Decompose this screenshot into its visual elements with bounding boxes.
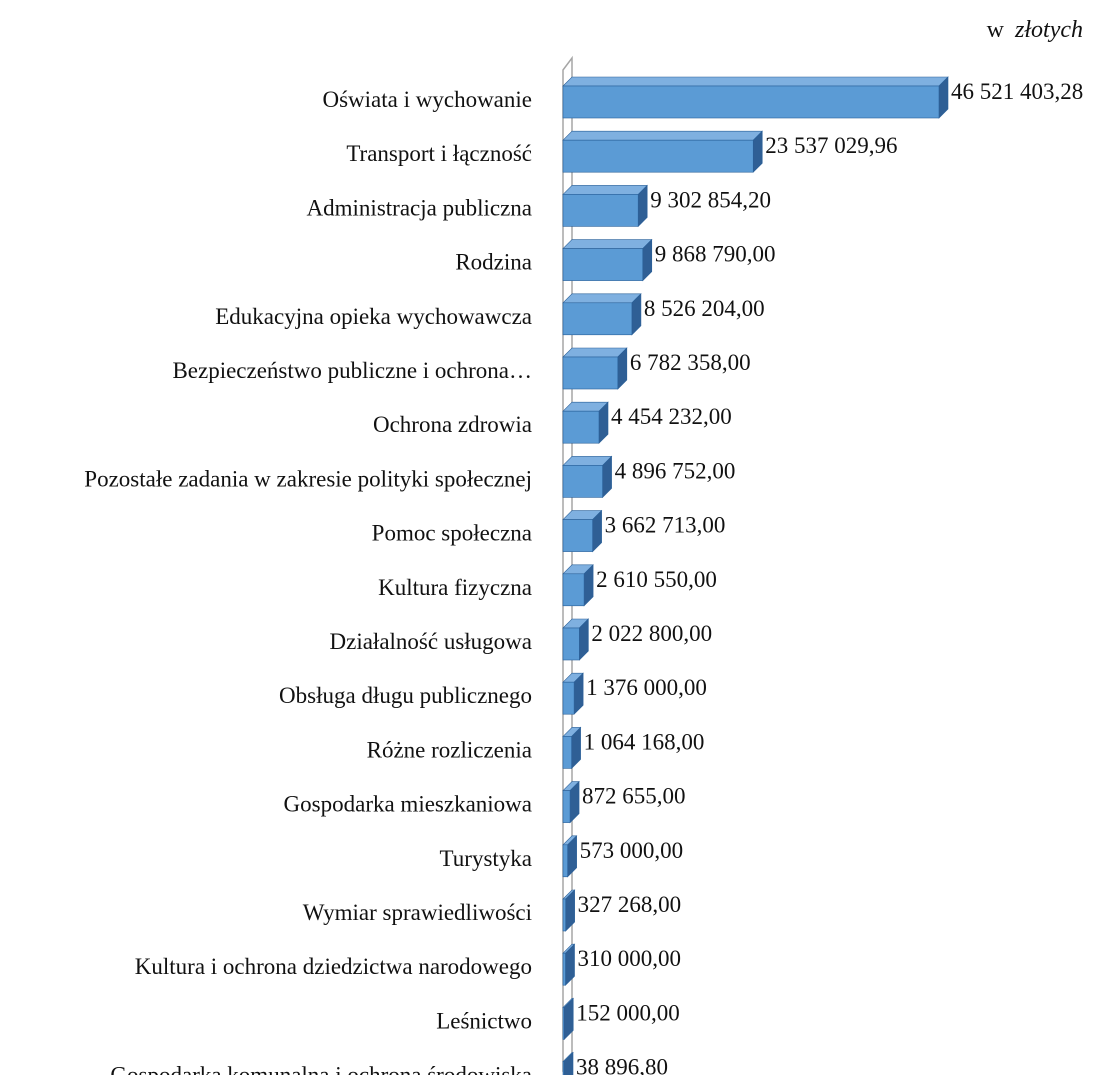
bar-front xyxy=(563,411,599,443)
bar xyxy=(563,185,647,226)
bar-front xyxy=(563,465,603,497)
category-label: Kultura fizyczna xyxy=(378,575,532,600)
category-label: Gospodarka komunalna i ochrona środowisk… xyxy=(110,1063,532,1075)
bar xyxy=(563,456,612,497)
bar xyxy=(563,511,602,552)
bar xyxy=(563,402,608,443)
bar-top xyxy=(563,240,652,249)
bar-front xyxy=(563,86,939,118)
category-label: Obsługa długu publicznego xyxy=(279,683,532,708)
value-label: 310 000,00 xyxy=(578,946,682,971)
value-label: 38 896,80 xyxy=(576,1055,668,1075)
category-label: Pomoc społeczna xyxy=(372,521,532,546)
bar-front xyxy=(563,1007,564,1039)
value-label: 3 662 713,00 xyxy=(605,513,726,538)
category-label: Wymiar sprawiedliwości xyxy=(303,900,532,925)
unit-note: w złotych xyxy=(987,17,1083,43)
category-label: Różne rozliczenia xyxy=(367,737,532,762)
bar-front xyxy=(563,194,638,226)
bar-front xyxy=(563,682,574,714)
bar-front xyxy=(563,1062,564,1075)
bar-top xyxy=(563,131,762,140)
value-label: 8 526 204,00 xyxy=(644,296,765,321)
value-label: 152 000,00 xyxy=(576,1000,680,1025)
value-label: 2 610 550,00 xyxy=(596,567,717,592)
category-label: Leśnictwo xyxy=(436,1008,532,1033)
category-label: Gospodarka mieszkaniowa xyxy=(284,792,532,817)
bar-front xyxy=(563,140,753,172)
bar xyxy=(563,727,581,768)
category-label: Oświata i wychowanie xyxy=(323,87,533,112)
category-label: Kultura i ochrona dziedzictwa narodowego xyxy=(135,954,532,979)
bar-front xyxy=(563,899,566,931)
bar xyxy=(563,673,583,714)
value-label: 1 064 168,00 xyxy=(584,729,705,754)
bar-front xyxy=(563,520,593,552)
bar-top xyxy=(563,294,641,303)
value-label: 23 537 029,96 xyxy=(765,133,897,158)
category-label: Pozostałe zadania w zakresie polityki sp… xyxy=(84,466,532,491)
bar-front xyxy=(563,357,618,389)
bar xyxy=(563,131,762,172)
bar xyxy=(563,294,641,335)
value-label: 1 376 000,00 xyxy=(586,675,707,700)
bar xyxy=(563,565,593,606)
category-label: Ochrona zdrowia xyxy=(373,412,532,437)
bar-top xyxy=(563,185,647,194)
value-label: 9 302 854,20 xyxy=(650,187,771,212)
value-label: 573 000,00 xyxy=(580,838,684,863)
bar-front xyxy=(563,303,632,335)
bar-top xyxy=(563,77,948,86)
unit-note-italic: złotych xyxy=(1014,17,1083,43)
category-label: Administracja publiczna xyxy=(307,195,532,220)
bar xyxy=(563,240,652,281)
bar-front xyxy=(563,574,584,606)
bar-front xyxy=(563,791,570,823)
value-label: 872 655,00 xyxy=(582,784,686,809)
bar-front xyxy=(563,953,566,985)
value-label: 4 896 752,00 xyxy=(615,458,736,483)
value-label: 2 022 800,00 xyxy=(591,621,712,646)
bar-front xyxy=(563,249,643,281)
category-label: Transport i łączność xyxy=(346,141,532,166)
value-label: 9 868 790,00 xyxy=(655,242,776,267)
bar-front xyxy=(563,628,579,660)
bar-top xyxy=(563,348,627,357)
bar-front xyxy=(563,845,568,877)
value-label: 4 454 232,00 xyxy=(611,404,732,429)
unit-note-prefix: w xyxy=(987,17,1005,43)
category-label: Edukacyjna opieka wychowawcza xyxy=(215,304,532,329)
value-label: 327 268,00 xyxy=(578,892,682,917)
category-label: Turystyka xyxy=(440,846,532,871)
value-label: 46 521 403,28 xyxy=(951,79,1083,104)
bar xyxy=(563,77,948,118)
category-label: Bezpieczeństwo publiczne i ochrona… xyxy=(172,358,532,383)
value-label: 6 782 358,00 xyxy=(630,350,751,375)
bar xyxy=(563,619,588,660)
category-label: Rodzina xyxy=(455,250,532,275)
bar xyxy=(563,348,627,389)
bar-front xyxy=(563,736,572,768)
category-label: Działalność usługowa xyxy=(330,629,532,654)
